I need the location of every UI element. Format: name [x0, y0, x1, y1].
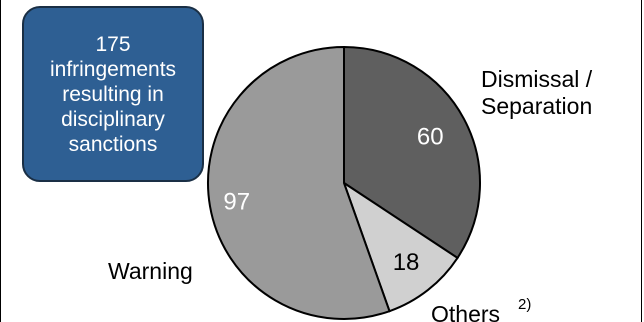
pie-value-label: 60	[417, 124, 444, 151]
pie-value-labels: 60 18 97	[223, 124, 443, 277]
dismissal-label-line1: Dismissal /	[481, 66, 593, 92]
dismissal-label-line2: Separation	[481, 93, 592, 119]
pie-slice-warning	[207, 45, 391, 320]
summary-box: 175 infringements resulting in disciplin…	[22, 6, 204, 182]
pie-value-label: 97	[223, 188, 250, 215]
pie-slices	[207, 45, 481, 320]
pie-value-label: 18	[393, 249, 420, 276]
others-label: Others	[431, 301, 500, 322]
others-footnote: 2)	[518, 296, 531, 313]
pie-slice-others	[342, 180, 459, 313]
warning-label: Warning	[108, 258, 193, 284]
summary-text: 175 infringements resulting in disciplin…	[49, 32, 177, 156]
